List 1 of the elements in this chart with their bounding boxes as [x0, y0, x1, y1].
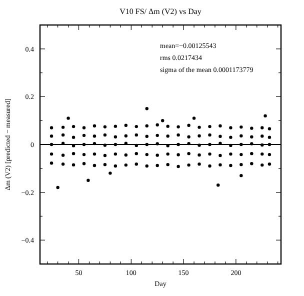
chart-title: V10 FS/ Δm (V2) vs Day — [120, 7, 202, 16]
